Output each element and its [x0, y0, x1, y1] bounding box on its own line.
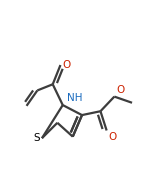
Text: O: O [108, 132, 116, 142]
Text: NH: NH [67, 93, 82, 103]
Text: S: S [34, 133, 40, 143]
Text: O: O [116, 85, 124, 95]
Text: O: O [63, 60, 71, 70]
